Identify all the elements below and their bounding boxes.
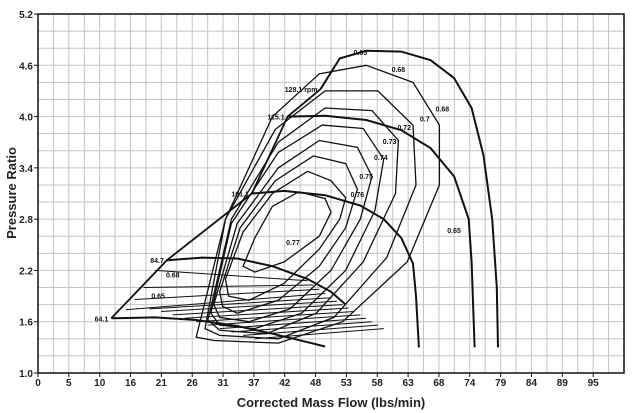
x-tick-label-4: 21 <box>156 378 168 389</box>
y-tick-label-3: 2.8 <box>19 215 33 226</box>
efficiency-label-10: 0.65 <box>447 228 461 235</box>
speed-line-label-2: 101.1 <box>231 192 249 199</box>
x-tick-label-2: 10 <box>94 378 106 389</box>
y-tick-label-2: 2.2 <box>19 266 33 277</box>
efficiency-label-4: 0.7 <box>420 117 430 124</box>
efficiency-label-9: 0.77 <box>286 240 300 247</box>
speed-line-label-0: 128.1 rpm <box>285 87 318 94</box>
x-tick-label-17: 89 <box>557 378 569 389</box>
x-tick-label-7: 37 <box>248 378 260 389</box>
speed-line-label-4: 64.1 <box>95 316 109 323</box>
x-tick-label-15: 79 <box>495 378 507 389</box>
x-axis-title: Corrected Mass Flow (lbs/min) <box>237 395 426 410</box>
efficiency-label-5: 0.73 <box>383 139 397 146</box>
efficiency-label-2: 0.68 <box>436 106 450 113</box>
y-axis-ticks: 1.0 1.6 2.2 2.8 3.4 4.0 4.6 5.2 <box>19 10 38 380</box>
y-axis-title: Pressure Ratio <box>4 147 19 239</box>
x-tick-label-13: 68 <box>433 378 445 389</box>
x-tick-label-16: 84 <box>526 378 538 389</box>
y-tick-label-7: 5.2 <box>19 10 33 21</box>
x-tick-label-14: 74 <box>464 378 476 389</box>
y-tick-label-0: 1.0 <box>19 369 33 380</box>
efficiency-label-3: 0.72 <box>397 125 411 132</box>
efficiency-label-0: 0.65 <box>353 50 367 57</box>
x-tick-label-8: 42 <box>279 378 291 389</box>
x-tick-label-0: 0 <box>35 378 41 389</box>
x-tick-label-3: 16 <box>125 378 137 389</box>
x-tick-label-18: 95 <box>588 378 600 389</box>
x-tick-label-5: 26 <box>187 378 199 389</box>
efficiency-label-1: 0.68 <box>392 67 406 74</box>
efficiency-label-7: 0.75 <box>359 174 373 181</box>
x-tick-label-1: 5 <box>66 378 72 389</box>
y-tick-label-1: 1.6 <box>19 318 33 329</box>
x-tick-label-6: 31 <box>217 378 229 389</box>
efficiency-label-6: 0.74 <box>374 155 388 162</box>
x-tick-label-11: 58 <box>372 378 384 389</box>
x-tick-label-12: 63 <box>403 378 415 389</box>
efficiency-label-8: 0.76 <box>351 192 365 199</box>
y-tick-label-5: 4.0 <box>19 113 33 124</box>
speed-line-label-3: 84.7 <box>150 258 164 265</box>
speed-line-label-1: 115.1 <box>267 115 284 122</box>
x-axis-ticks: 0 5 10 16 21 26 31 37 42 48 53 58 63 68 74 79 84 89 95 <box>35 373 599 389</box>
y-tick-label-4: 3.4 <box>19 164 33 175</box>
y-tick-label-6: 4.6 <box>19 61 33 72</box>
efficiency-label-11: 0.68 <box>166 272 180 279</box>
x-tick-label-9: 48 <box>310 378 322 389</box>
x-tick-label-10: 53 <box>341 378 353 389</box>
efficiency-label-12: 0.65 <box>151 294 165 301</box>
